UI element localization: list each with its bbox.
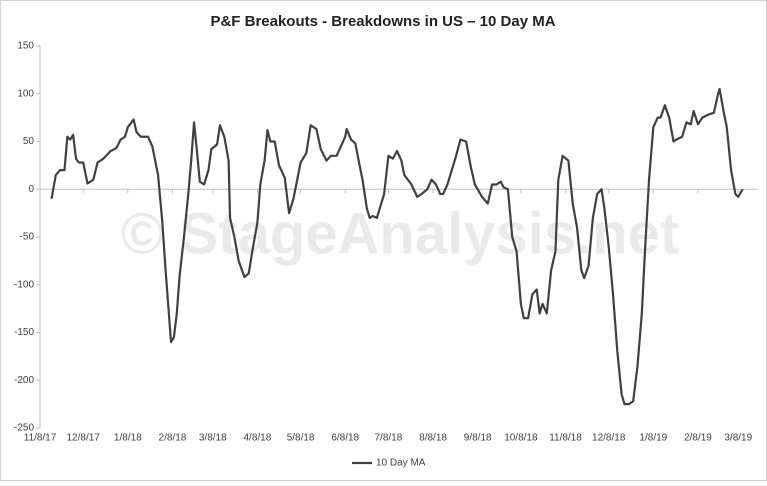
y-tick-label: -50 [20, 232, 35, 243]
y-tick-label: 50 [23, 136, 35, 147]
watermark: © StageAnalysis.net [121, 201, 679, 266]
y-tick-label: -150 [14, 327, 34, 338]
x-tick-label: 1/8/19 [639, 433, 667, 444]
y-tick-label: -200 [14, 375, 34, 386]
x-tick-label: 4/8/18 [243, 433, 271, 444]
x-tick-label: 8/8/18 [419, 433, 447, 444]
x-tick-label: 2/8/18 [159, 433, 187, 444]
x-tick-label: 11/8/18 [549, 433, 582, 444]
y-tick-label: 150 [17, 41, 34, 52]
chart-title: P&F Breakouts - Breakdowns in US – 10 Da… [210, 13, 555, 30]
y-tick-label: -250 [14, 423, 34, 434]
y-tick-label: -100 [14, 279, 34, 290]
x-tick-label: 9/8/18 [464, 433, 492, 444]
x-tick-label: 7/8/18 [375, 433, 403, 444]
x-tick-label: 3/8/19 [724, 433, 752, 444]
series-line [50, 87, 744, 406]
y-tick-label: 100 [17, 88, 34, 99]
x-tick-label: 11/8/17 [24, 433, 57, 444]
x-tick-label: 5/8/18 [287, 433, 315, 444]
y-tick-label: 0 [28, 184, 34, 195]
x-tick-label: 10/8/18 [504, 433, 538, 444]
x-tick-label: 1/8/18 [114, 433, 142, 444]
legend-label: 10 Day MA [376, 458, 426, 469]
x-tick-label: 12/8/18 [592, 433, 626, 444]
x-tick-label: 2/8/19 [684, 433, 712, 444]
x-tick-label: 12/8/17 [67, 433, 101, 444]
x-tick-label: 3/8/18 [199, 433, 227, 444]
x-tick-label: 6/8/18 [331, 433, 359, 444]
